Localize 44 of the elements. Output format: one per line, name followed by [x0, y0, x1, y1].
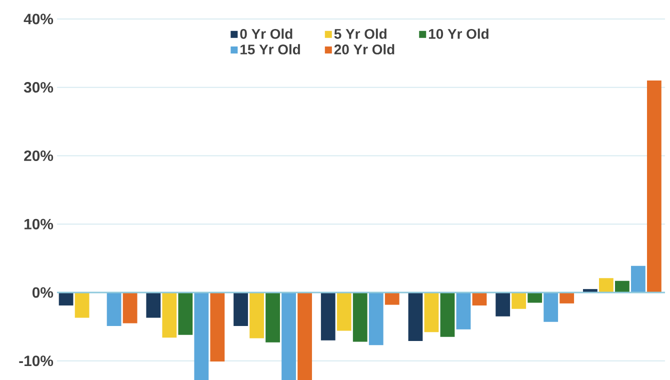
y-tick-label: -10%: [19, 356, 54, 366]
bar: [282, 292, 296, 380]
bar: [560, 292, 574, 304]
y-tick-label: 40%: [24, 14, 54, 24]
bar: [368, 292, 384, 346]
bar: [512, 292, 526, 309]
bar: [456, 292, 471, 330]
bar: [298, 292, 312, 380]
y-tick-label: 30%: [24, 82, 54, 93]
bar: [408, 292, 423, 342]
bar: [146, 292, 161, 318]
legend-label: 10 Yr Old: [428, 28, 488, 39]
bar: [74, 292, 90, 318]
bar: [266, 292, 280, 342]
bar: [631, 266, 646, 292]
bar: [162, 292, 177, 338]
bar: [352, 292, 368, 342]
bar: [178, 292, 193, 335]
y-tick-label: 0%: [32, 287, 54, 298]
bar: [320, 292, 336, 340]
bar: [122, 292, 138, 324]
bar: [647, 80, 662, 292]
bar: [615, 280, 630, 292]
bar: [234, 292, 248, 326]
bar: [544, 292, 558, 322]
bar: [424, 292, 439, 332]
bar: [336, 292, 352, 331]
y-tick-label: 20%: [24, 150, 54, 162]
legend-label: 15 Yr Old: [240, 44, 300, 54]
bar: [250, 292, 264, 338]
bar: [210, 292, 225, 362]
bar: [472, 292, 487, 306]
bar: [599, 278, 614, 292]
bar: [528, 292, 542, 303]
bar: [58, 292, 74, 306]
legend-label: 20 Yr Old: [334, 44, 394, 54]
bar: [496, 292, 510, 316]
bar: [440, 292, 455, 337]
legend-label: 0 Yr Old: [240, 28, 292, 39]
bar: [106, 292, 122, 326]
y-tick-label: 10%: [24, 218, 54, 230]
bar: [384, 292, 400, 305]
bar: [194, 292, 209, 380]
legend-label: 5 Yr Old: [334, 28, 386, 39]
